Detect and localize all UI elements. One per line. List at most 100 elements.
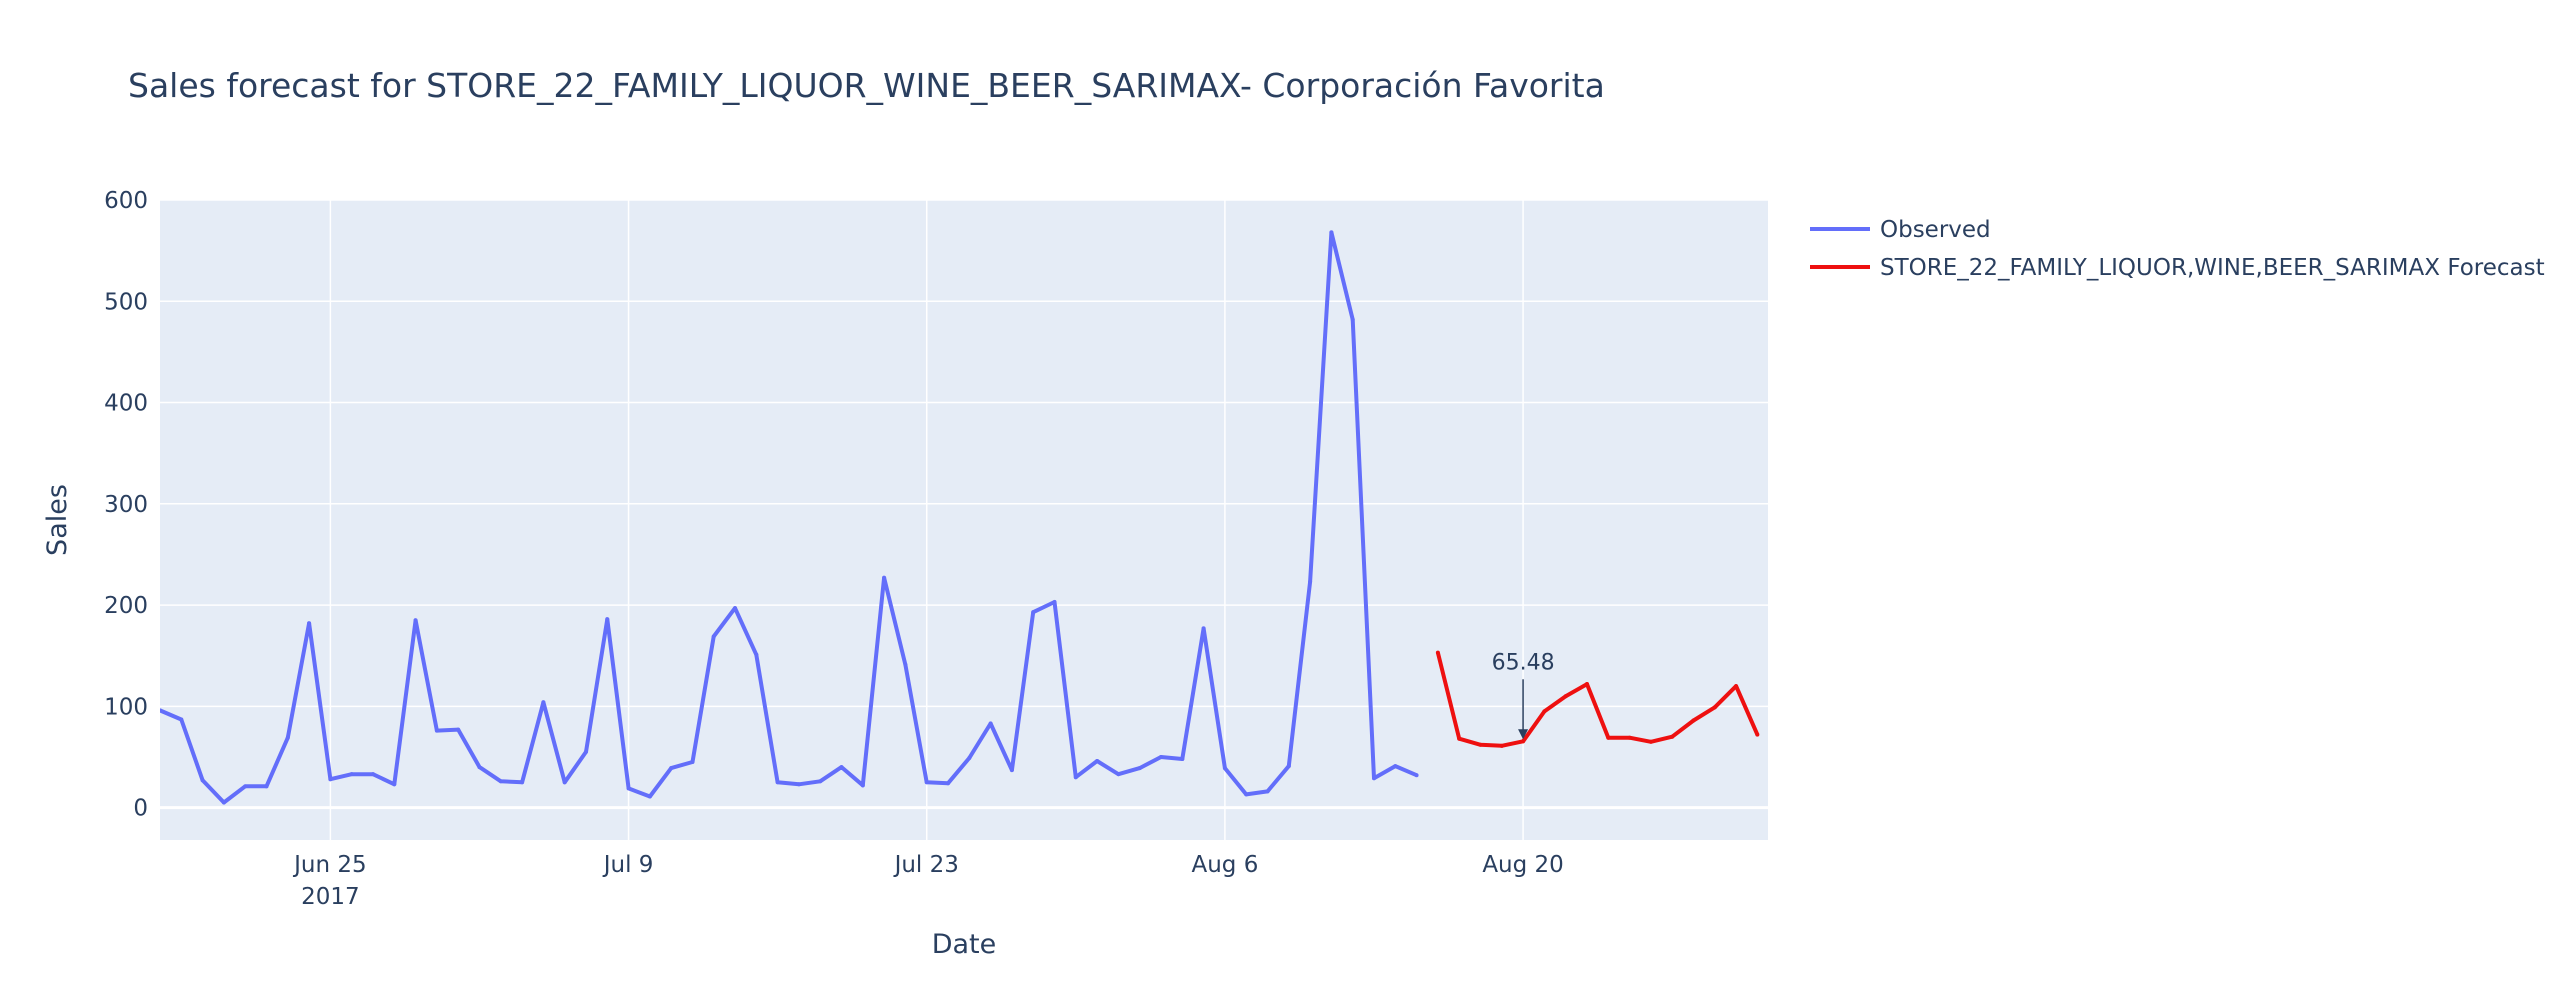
x-gridlines bbox=[329, 200, 1524, 840]
y-tick-label: 600 bbox=[104, 188, 148, 214]
data-point bbox=[1244, 792, 1249, 797]
data-point bbox=[1095, 759, 1100, 764]
data-point bbox=[1052, 600, 1057, 605]
y-tick-label: 300 bbox=[104, 492, 148, 518]
data-point bbox=[1499, 743, 1504, 748]
y-tick-labels: 0 100 200 300 400 500 600 bbox=[104, 188, 148, 822]
data-point bbox=[264, 784, 269, 789]
data-point bbox=[1584, 682, 1589, 687]
data-point bbox=[1265, 789, 1270, 794]
data-point bbox=[1414, 773, 1419, 778]
data-point bbox=[1457, 736, 1462, 741]
data-point bbox=[605, 617, 610, 622]
legend[interactable]: Observed STORE_22_FAMILY_LIQUOR,WINE,BEER… bbox=[1810, 217, 2545, 281]
data-point bbox=[946, 781, 951, 786]
data-point bbox=[1350, 317, 1355, 322]
data-point bbox=[456, 727, 461, 732]
data-point bbox=[1222, 766, 1227, 771]
data-point bbox=[285, 735, 290, 740]
annotation-label: 65.48 bbox=[1492, 650, 1555, 675]
data-point bbox=[711, 634, 716, 639]
y-tick-label: 0 bbox=[133, 796, 148, 822]
x-tick-sublabel: 2017 bbox=[301, 884, 360, 910]
x-tick-labels: Jun 25 2017 Jul 9 Jul 23 Aug 6 Aug 20 bbox=[292, 852, 1564, 910]
data-point bbox=[818, 779, 823, 784]
legend-item[interactable]: STORE_22_FAMILY_LIQUOR,WINE,BEER_SARIMAX… bbox=[1810, 255, 2545, 281]
data-point bbox=[520, 780, 525, 785]
data-point bbox=[541, 700, 546, 705]
data-point bbox=[1159, 754, 1164, 759]
data-point bbox=[243, 784, 248, 789]
data-point bbox=[988, 721, 993, 726]
x-tick-label: Aug 20 bbox=[1482, 852, 1564, 878]
data-point bbox=[1648, 739, 1653, 744]
data-point bbox=[1435, 650, 1440, 655]
data-point bbox=[733, 606, 738, 611]
data-point bbox=[1691, 718, 1696, 723]
data-point bbox=[583, 749, 588, 754]
data-point bbox=[349, 772, 354, 777]
data-point bbox=[1627, 735, 1632, 740]
data-point bbox=[1329, 230, 1334, 235]
data-point bbox=[1755, 732, 1760, 737]
data-point bbox=[1286, 764, 1291, 769]
data-point bbox=[1180, 756, 1185, 761]
annotation-arrowhead bbox=[1518, 729, 1529, 740]
data-point bbox=[690, 760, 695, 765]
y-gridlines bbox=[160, 199, 1768, 810]
data-point bbox=[669, 766, 674, 771]
data-point bbox=[647, 794, 652, 799]
data-point bbox=[1670, 734, 1675, 739]
y-tick-label: 500 bbox=[104, 289, 148, 315]
data-point bbox=[775, 780, 780, 785]
data-point bbox=[967, 755, 972, 760]
series-layer bbox=[160, 230, 1760, 805]
data-point bbox=[1009, 768, 1014, 773]
annotation-layer: 65.48 bbox=[1492, 650, 1555, 740]
data-point bbox=[1542, 709, 1547, 714]
data-point bbox=[477, 765, 482, 770]
legend-label: Observed bbox=[1880, 217, 1991, 243]
data-point bbox=[924, 780, 929, 785]
data-point bbox=[1201, 626, 1206, 631]
series-line bbox=[1435, 652, 1760, 748]
data-point bbox=[1712, 705, 1717, 710]
data-point bbox=[860, 783, 865, 788]
series-1 bbox=[1435, 650, 1760, 748]
data-point bbox=[328, 777, 333, 782]
data-point bbox=[1116, 772, 1121, 777]
data-point bbox=[796, 782, 801, 787]
x-tick-label: Aug 6 bbox=[1191, 852, 1258, 878]
data-point bbox=[1371, 776, 1376, 781]
data-point bbox=[413, 618, 418, 623]
data-point bbox=[1073, 775, 1078, 780]
data-point bbox=[498, 779, 503, 784]
data-point bbox=[562, 780, 567, 785]
legend-label: STORE_22_FAMILY_LIQUOR,WINE,BEER_SARIMAX… bbox=[1880, 255, 2545, 281]
data-point bbox=[179, 717, 184, 722]
data-point bbox=[1393, 764, 1398, 769]
series-0 bbox=[160, 230, 1419, 805]
x-tick-label: Jul 9 bbox=[602, 852, 654, 878]
y-axis-title: Sales bbox=[42, 484, 73, 556]
data-point bbox=[434, 728, 439, 733]
data-point bbox=[1137, 766, 1142, 771]
series-line bbox=[160, 230, 1418, 805]
data-point bbox=[392, 782, 397, 787]
data-point bbox=[1606, 735, 1611, 740]
data-point bbox=[1563, 694, 1568, 699]
data-point bbox=[307, 621, 312, 626]
data-point bbox=[370, 772, 375, 777]
data-point bbox=[1521, 739, 1526, 744]
data-point bbox=[1478, 742, 1483, 747]
data-point bbox=[839, 765, 844, 770]
data-point bbox=[1308, 579, 1313, 584]
data-point bbox=[1734, 684, 1739, 689]
x-axis-title: Date bbox=[932, 929, 997, 960]
legend-item[interactable]: Observed bbox=[1810, 217, 1991, 243]
data-point bbox=[903, 662, 908, 667]
y-tick-label: 400 bbox=[104, 391, 148, 417]
data-point bbox=[200, 778, 205, 783]
data-point bbox=[754, 652, 759, 657]
